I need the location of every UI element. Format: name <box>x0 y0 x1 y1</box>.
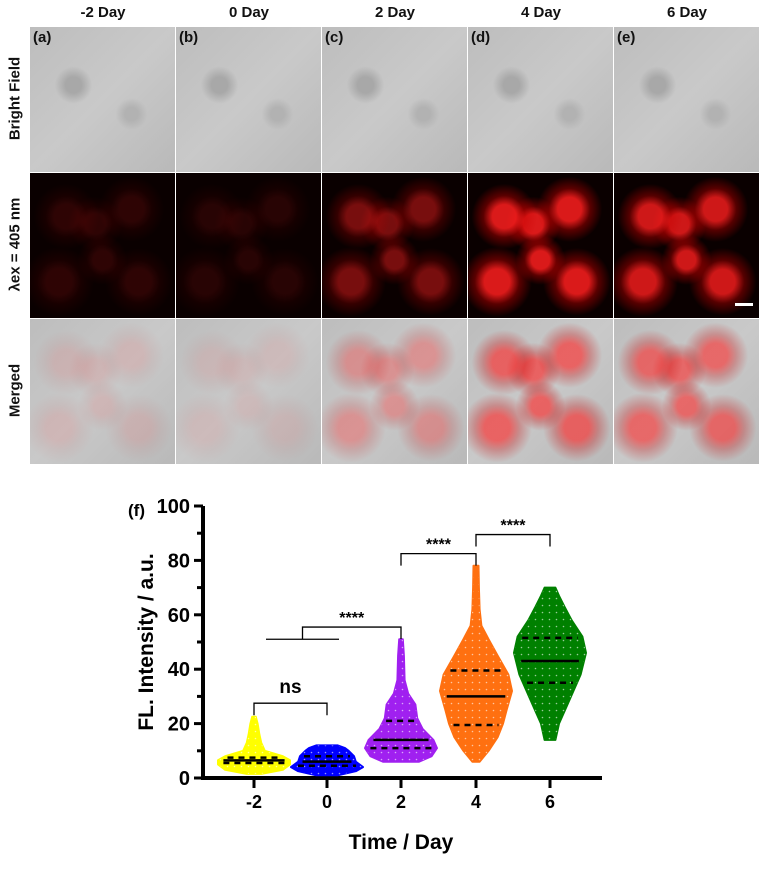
significance-bracket <box>475 533 551 547</box>
y-tick-label: 40 <box>168 659 190 681</box>
column-header: 6 Day <box>666 4 708 21</box>
bright-field-image: (c) <box>322 27 467 172</box>
column-header: 2 Day <box>374 4 416 21</box>
x-tick-label: 0 <box>322 792 332 812</box>
column-header: -2 Day <box>80 4 126 21</box>
y-tick-label: 100 <box>157 496 190 518</box>
x-tick-label: 4 <box>471 792 481 812</box>
violin-4 <box>439 564 513 763</box>
y-tick-label: 0 <box>179 768 190 790</box>
bright-field-image: (d) <box>468 27 613 172</box>
violin--2 <box>217 715 291 775</box>
violin-dots <box>514 587 586 740</box>
row-label: Merged <box>6 363 24 418</box>
merged-image <box>176 319 321 464</box>
significance-label: **** <box>339 610 365 627</box>
violin-0 <box>290 744 364 777</box>
panel-label: (b) <box>179 29 199 46</box>
violin-dots <box>365 639 437 762</box>
significance-label: **** <box>426 537 452 554</box>
significance-label: **** <box>501 518 527 535</box>
significance-bracket <box>400 552 477 566</box>
row-label: Bright Field <box>6 56 24 141</box>
violin-dots <box>218 716 290 774</box>
violin-6 <box>513 586 587 741</box>
chart-panel-label: (f) <box>128 501 145 520</box>
fluorescence-image <box>614 173 759 318</box>
bright-field-image: (a) <box>30 27 175 172</box>
significance-bracket <box>253 702 328 716</box>
column-header: 0 Day <box>228 4 270 21</box>
fluorescence-image <box>176 173 321 318</box>
significance-label: ns <box>279 677 301 698</box>
merged-image <box>614 319 759 464</box>
x-axis-label: Time / Day <box>349 831 454 854</box>
bright-field-image: (b) <box>176 27 321 172</box>
y-axis-label: FL. Intensity / a.u. <box>135 553 158 730</box>
scale-bar <box>735 303 753 306</box>
panel-label: (d) <box>471 29 491 46</box>
x-tick-label: 2 <box>396 792 406 812</box>
merged-image <box>468 319 613 464</box>
column-header: 4 Day <box>520 4 562 21</box>
x-tick-label: 6 <box>545 792 555 812</box>
fluorescence-image <box>468 173 613 318</box>
merged-image <box>30 319 175 464</box>
panel-label: (c) <box>325 29 344 46</box>
violin-2 <box>364 638 438 763</box>
bright-field-image: (e) <box>614 27 759 172</box>
panel-label: (a) <box>33 29 52 46</box>
significance-bracket <box>301 626 402 640</box>
y-tick-label: 60 <box>168 605 190 627</box>
violin-dots <box>291 745 363 776</box>
panel-label: (e) <box>617 29 636 46</box>
fluorescence-image <box>30 173 175 318</box>
violin-dots <box>440 565 512 762</box>
fluorescence-image <box>322 173 467 318</box>
y-tick-label: 80 <box>168 550 190 572</box>
x-tick-label: -2 <box>246 792 262 812</box>
row-label: λex = 405 nm <box>6 197 24 292</box>
y-tick-label: 20 <box>168 714 190 736</box>
merged-image <box>322 319 467 464</box>
